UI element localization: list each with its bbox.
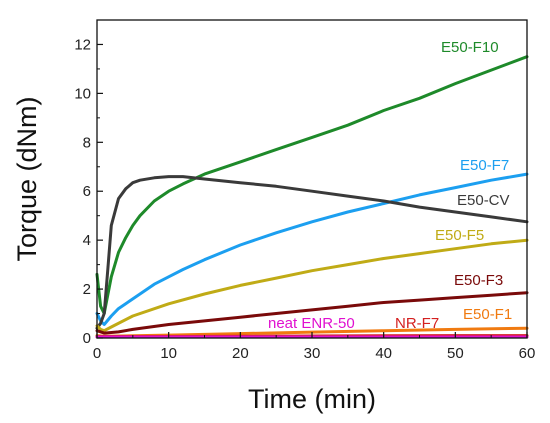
series-label-nr-f7: NR-F7 [395,315,439,332]
y-axis-title: Torque (dNm) [12,96,42,261]
y-tick-label: 10 [74,85,91,102]
y-tick-label: 2 [83,281,91,298]
series-label-e50-f7: E50-F7 [460,157,509,174]
series-line-e50-cv [95,175,529,330]
series-line-e50-f5 [95,238,529,333]
y-tick-label: 4 [83,232,91,249]
x-tick-label: 20 [232,345,249,362]
y-tick-label: 8 [83,134,91,151]
x-tick-label: 60 [519,345,536,362]
labels-layer: E50-F10 E50-F7 E50-CV E50-F5 E50-F3 E50-F1 NR-… [268,39,512,332]
series-line-e50-f10 [95,55,529,315]
series-label-e50-f5: E50-F5 [435,227,484,244]
y-tick-label: 0 [83,330,91,347]
x-tick-label: 50 [447,345,464,362]
x-tick-label: 0 [93,345,101,362]
axes-layer: 0 10 20 30 40 50 60 0 2 4 6 8 10 12 [74,19,536,362]
series-label-neat-enr-50: neat ENR-50 [268,315,355,332]
x-tick-label: 40 [375,345,392,362]
series-label-e50-f3: E50-F3 [454,272,503,289]
series-label-e50-cv: E50-CV [457,192,510,209]
x-tick-label: 30 [304,345,321,362]
x-axis-title: Time (min) [248,384,376,414]
series-line-e50-f3 [95,291,529,335]
y-tick-label: 6 [83,183,91,200]
series-label-e50-f10: E50-F10 [441,39,499,56]
x-tick-label: 10 [160,345,177,362]
y-tick-label: 12 [74,36,91,53]
series-line-e50-f7 [95,172,529,326]
series-label-e50-f1: E50-F1 [463,306,512,323]
